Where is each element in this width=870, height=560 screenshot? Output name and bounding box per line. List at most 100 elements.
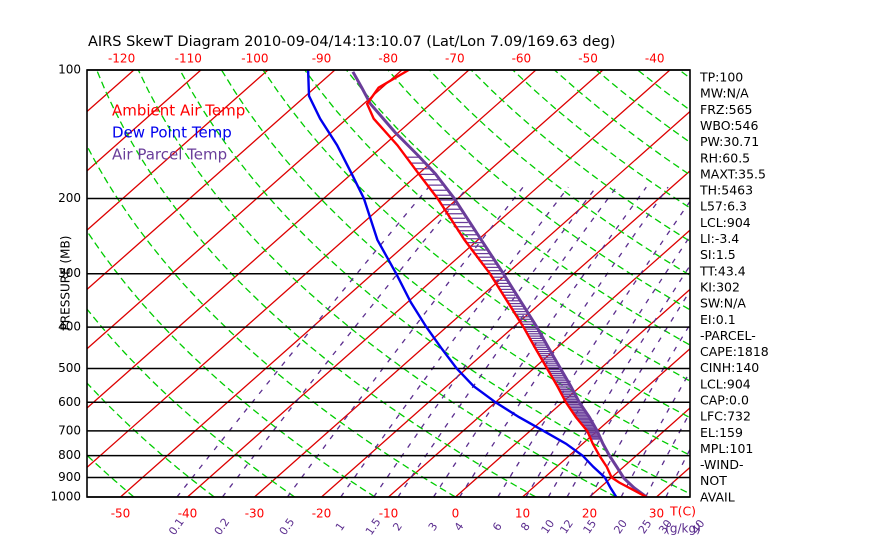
isotherm--70 <box>87 70 470 409</box>
panel-item-cape-1818: CAPE:1818 <box>700 344 769 359</box>
top-temp-tick--90: -90 <box>312 52 332 66</box>
panel-item-sw-n-a: SW:N/A <box>700 296 746 311</box>
adiabat-0 <box>87 144 456 497</box>
panel-item-cinh-140: CINH:140 <box>700 360 759 375</box>
temperature-axis-unit: T(C) <box>669 504 696 519</box>
isotherm-10 <box>522 347 690 497</box>
isotherm--90 <box>87 70 336 291</box>
panel-item-mw-n-a: MW:N/A <box>700 86 749 101</box>
legend-dew-point-temp: Dew Point Temp <box>112 124 232 142</box>
panel-item-maxt-35.5: MAXT:35.5 <box>700 166 766 181</box>
mixing-ratio-10 <box>547 264 690 497</box>
bottom-temp-tick--20: -20 <box>312 507 332 521</box>
pressure-tick-600: 600 <box>58 395 81 409</box>
panel-item--wind-: -WIND- <box>700 457 744 472</box>
panel-item-avail: AVAIL <box>700 489 735 504</box>
bottom-temp-tick-10: 10 <box>515 507 530 521</box>
mixing-ratio-8 <box>525 235 690 497</box>
bottom-temp-tick-30: 30 <box>649 507 664 521</box>
bottom-temp-tick--30: -30 <box>245 507 265 521</box>
top-temp-tick--100: -100 <box>241 52 268 66</box>
panel-item-cap-0.0: CAP:0.0 <box>700 393 749 408</box>
pressure-tick-400: 400 <box>58 320 81 334</box>
panel-item-ei-0.1: EI:0.1 <box>700 312 736 327</box>
mixing-ratio-20 <box>620 370 690 497</box>
bottom-temp-tick-0: 0 <box>452 507 460 521</box>
pressure-axis-title: PRESSURE (MB) <box>59 236 73 331</box>
adiabat-72 <box>304 70 690 382</box>
panel-item-el-159: EL:159 <box>700 425 743 440</box>
panel-item-ki-302: KI:302 <box>700 279 740 294</box>
mixing-ratio-0.5 <box>286 186 524 497</box>
top-temp-tick--60: -60 <box>512 52 532 66</box>
sounding-parameters-panel: TP:100MW:N/AFRZ:565WBO:546PW:30.71RH:60.… <box>699 70 769 505</box>
panel-item-th-5463: TH:5463 <box>699 183 753 198</box>
top-temperature-axis: -120 -110 -100 -90 -80 -70 -60 -50 -40 <box>108 52 665 66</box>
legend-ambient-air-temp: Ambient Air Temp <box>112 102 245 120</box>
isotherm--10 <box>388 229 690 497</box>
adiabat-60 <box>262 70 690 419</box>
mixing-ratio-2 <box>397 186 618 497</box>
adiabat--36 <box>87 382 215 497</box>
panel-item-tp-100: TP:100 <box>699 70 743 85</box>
ambient-air-temp-curve <box>365 70 648 497</box>
adiabat-48 <box>220 70 690 456</box>
mixing-ratio-0.1 <box>176 186 430 497</box>
bottom-temp-tick-20: 20 <box>582 507 597 521</box>
top-temp-tick--50: -50 <box>578 52 598 66</box>
panel-item--parcel-: -PARCEL- <box>700 328 756 343</box>
panel-item-lcl-904: LCL:904 <box>700 376 751 391</box>
adiabat-24 <box>137 70 617 497</box>
bottom-temp-tick--10: -10 <box>379 507 399 521</box>
top-temp-tick--120: -120 <box>108 52 135 66</box>
adiabat--48 <box>87 454 135 497</box>
legend-air-parcel-temp: Air Parcel Temp <box>112 146 227 164</box>
pressure-tick-700: 700 <box>58 423 81 437</box>
mixing-ratio-1.5 <box>373 186 597 497</box>
mixing-ratio-3 <box>432 186 647 497</box>
panel-item-si-1.5: SI:1.5 <box>700 247 736 262</box>
panel-item-wbo-546: WBO:546 <box>700 118 758 133</box>
page-title: AIRS SkewT Diagram 2010-09-04/14:13:10.0… <box>88 34 615 50</box>
panel-item-mpl-101: MPL:101 <box>700 441 753 456</box>
panel-item-li-3.4: LI:-3.4 <box>700 231 739 246</box>
mixing-ratio-12 <box>566 289 690 497</box>
pressure-tick-100: 100 <box>58 63 81 77</box>
mixing-ratio-0.2 <box>221 186 469 497</box>
dew-point-temp-curve <box>306 70 618 497</box>
pressure-tick-900: 900 <box>58 470 81 484</box>
pressure-tick-300: 300 <box>58 266 81 280</box>
bottom-temp-tick--50: -50 <box>111 507 131 521</box>
pressure-tick-800: 800 <box>58 448 81 462</box>
mixing-ratio-grid <box>176 186 690 497</box>
panel-item-lfc-732: LFC:732 <box>700 409 751 424</box>
mixing-ratio-15 <box>589 323 690 497</box>
top-temp-tick--40: -40 <box>645 52 665 66</box>
isotherm--50 <box>120 70 604 497</box>
adiabat-36 <box>179 70 690 495</box>
panel-item-not: NOT <box>700 473 727 488</box>
isotherm--40 <box>187 70 671 497</box>
isotherm-20 <box>589 407 690 497</box>
isotherm--20 <box>321 169 690 497</box>
pressure-tick-200: 200 <box>58 191 81 205</box>
panel-item-frz-565: FRZ:565 <box>700 102 753 117</box>
panel-item-pw-30.71: PW:30.71 <box>700 134 759 149</box>
adiabat--24 <box>87 308 296 497</box>
bottom-temp-tick--40: -40 <box>178 507 198 521</box>
pressure-tick-1000: 1000 <box>50 490 81 504</box>
air-parcel-temp-curve <box>351 71 648 497</box>
pressure-tick-500: 500 <box>58 361 81 375</box>
top-temp-tick--70: -70 <box>445 52 465 66</box>
adiabat-12 <box>96 70 537 497</box>
top-temp-tick--80: -80 <box>378 52 398 66</box>
mixing-ratio-axis-unit: (g/kg) <box>665 522 701 536</box>
top-temp-tick--110: -110 <box>175 52 202 66</box>
bottom-temperature-axis: -50 -40 -30 -20 -10 0 10 20 30 <box>111 507 664 521</box>
isotherm--100 <box>87 70 269 231</box>
panel-item-tt-43.4: TT:43.4 <box>699 263 746 278</box>
plot-frame <box>86 69 691 498</box>
panel-item-l57-6.3: L57:6.3 <box>700 199 747 214</box>
